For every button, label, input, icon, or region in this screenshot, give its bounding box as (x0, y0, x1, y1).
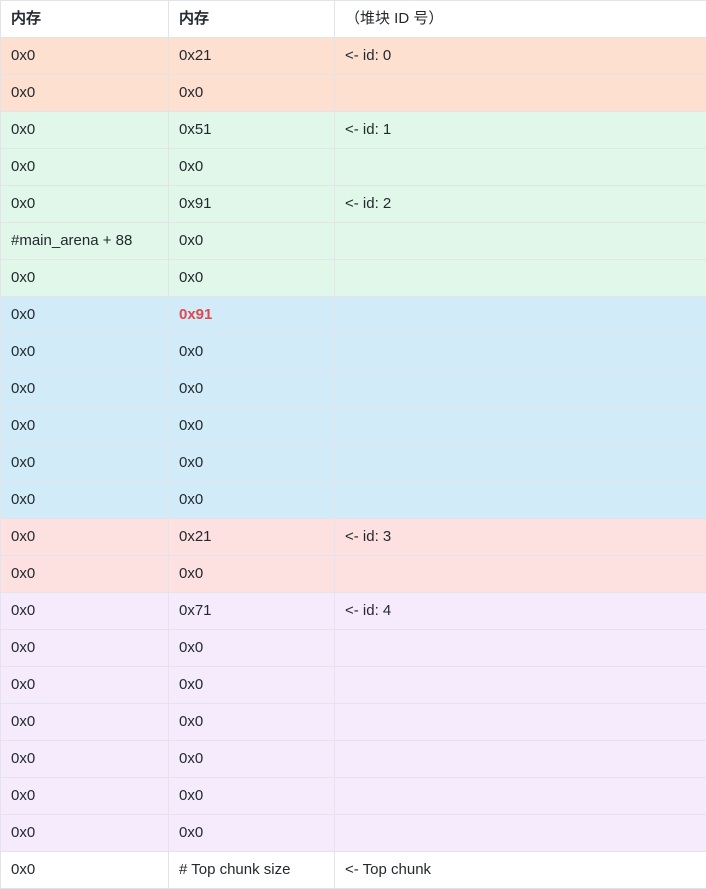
memory-cell-right: 0x21 (168, 518, 335, 556)
chunk-id-cell (334, 333, 706, 371)
table-row: 0x0 0x0 (0, 148, 706, 186)
memory-cell-left: 0x0 (0, 629, 169, 667)
memory-cell-left: 0x0 (0, 592, 169, 630)
memory-cell-right: 0x51 (168, 111, 335, 149)
memory-cell-left: 0x0 (0, 518, 169, 556)
header-memory-col-2: 内存 (168, 0, 335, 38)
memory-cell-right: 0x21 (168, 37, 335, 75)
table-header: 内存 内存 （堆块 ID 号） (0, 0, 706, 38)
memory-cell-left: 0x0 (0, 74, 169, 112)
table-row: 0x0 0x21 <- id: 0 (0, 37, 706, 75)
table-row: 0x0 0x0 (0, 666, 706, 704)
memory-cell-right: 0x91 (168, 185, 335, 223)
memory-cell-left: 0x0 (0, 296, 169, 334)
table-row: 0x0 0x0 (0, 444, 706, 482)
table-row: 0x0 0x91 (0, 296, 706, 334)
chunk-id-cell: <- id: 1 (334, 111, 706, 149)
chunk-id-cell (334, 740, 706, 778)
memory-cell-right: 0x0 (168, 481, 335, 519)
table-row: 0x0 0x0 (0, 777, 706, 815)
header-memory-col-1: 内存 (0, 0, 169, 38)
memory-cell-right: 0x0 (168, 370, 335, 408)
chunk-id-cell (334, 629, 706, 667)
memory-cell-left: 0x0 (0, 777, 169, 815)
memory-cell-left: 0x0 (0, 444, 169, 482)
table-row: 0x0 0x0 (0, 814, 706, 852)
chunk-id-cell (334, 814, 706, 852)
chunk-id-cell (334, 148, 706, 186)
table-row: 0x0 # Top chunk size <- Top chunk (0, 851, 706, 889)
chunk-id-cell: <- id: 4 (334, 592, 706, 630)
table-body: 0x0 0x21 <- id: 0 0x0 0x0 0x0 0x51 <- id: 1 0x0 0… (0, 37, 706, 889)
chunk-id-cell (334, 777, 706, 815)
chunk-id-cell (334, 259, 706, 297)
memory-cell-right: 0x0 (168, 555, 335, 593)
memory-cell-right: 0x0 (168, 333, 335, 371)
chunk-id-cell (334, 222, 706, 260)
chunk-id-cell (334, 481, 706, 519)
table-row: 0x0 0x0 (0, 740, 706, 778)
memory-cell-left: 0x0 (0, 111, 169, 149)
memory-cell-right: 0x71 (168, 592, 335, 630)
memory-cell-right: 0x0 (168, 74, 335, 112)
chunk-id-cell: <- id: 3 (334, 518, 706, 556)
table-row: 0x0 0x51 <- id: 1 (0, 111, 706, 149)
memory-cell-left: #main_arena + 88 (0, 222, 169, 260)
table-row: 0x0 0x0 (0, 333, 706, 371)
header-chunk-id-col: （堆块 ID 号） (334, 0, 706, 38)
memory-cell-right: 0x0 (168, 259, 335, 297)
chunk-id-cell: <- id: 0 (334, 37, 706, 75)
memory-cell-left: 0x0 (0, 37, 169, 75)
chunk-id-cell (334, 666, 706, 704)
memory-cell-right: 0x0 (168, 629, 335, 667)
memory-cell-right: 0x0 (168, 814, 335, 852)
chunk-id-cell: <- id: 2 (334, 185, 706, 223)
memory-cell-left: 0x0 (0, 666, 169, 704)
memory-cell-right: 0x0 (168, 740, 335, 778)
memory-cell-left: 0x0 (0, 185, 169, 223)
table-row: 0x0 0x91 <- id: 2 (0, 185, 706, 223)
memory-cell-right: 0x0 (168, 222, 335, 260)
memory-cell-left: 0x0 (0, 555, 169, 593)
table-row: 0x0 0x21 <- id: 3 (0, 518, 706, 556)
header-row: 内存 内存 （堆块 ID 号） (0, 0, 706, 38)
chunk-id-cell (334, 74, 706, 112)
memory-cell-left: 0x0 (0, 407, 169, 445)
memory-cell-right: 0x0 (168, 777, 335, 815)
memory-cell-left: 0x0 (0, 703, 169, 741)
table-row: 0x0 0x0 (0, 555, 706, 593)
chunk-id-cell (334, 444, 706, 482)
memory-cell-right: 0x0 (168, 444, 335, 482)
table-row: 0x0 0x0 (0, 407, 706, 445)
chunk-id-cell (334, 370, 706, 408)
table-row: 0x0 0x0 (0, 481, 706, 519)
memory-cell-right: 0x0 (168, 666, 335, 704)
memory-cell-left: 0x0 (0, 259, 169, 297)
chunk-id-cell (334, 407, 706, 445)
table-row: 0x0 0x0 (0, 74, 706, 112)
memory-cell-right: 0x0 (168, 148, 335, 186)
memory-cell-right: 0x91 (168, 296, 335, 334)
memory-cell-right: 0x0 (168, 407, 335, 445)
memory-cell-left: 0x0 (0, 740, 169, 778)
memory-cell-left: 0x0 (0, 370, 169, 408)
table-row: 0x0 0x0 (0, 629, 706, 667)
chunk-id-cell: <- Top chunk (334, 851, 706, 889)
table-row: 0x0 0x0 (0, 259, 706, 297)
memory-cell-left: 0x0 (0, 333, 169, 371)
table-row: #main_arena + 88 0x0 (0, 222, 706, 260)
memory-cell-left: 0x0 (0, 148, 169, 186)
memory-cell-left: 0x0 (0, 851, 169, 889)
chunk-id-cell (334, 555, 706, 593)
memory-cell-left: 0x0 (0, 481, 169, 519)
table-row: 0x0 0x0 (0, 703, 706, 741)
table-row: 0x0 0x0 (0, 370, 706, 408)
memory-cell-right: # Top chunk size (168, 851, 335, 889)
chunk-id-cell (334, 703, 706, 741)
memory-cell-right: 0x0 (168, 703, 335, 741)
memory-cell-left: 0x0 (0, 814, 169, 852)
table-row: 0x0 0x71 <- id: 4 (0, 592, 706, 630)
chunk-id-cell (334, 296, 706, 334)
